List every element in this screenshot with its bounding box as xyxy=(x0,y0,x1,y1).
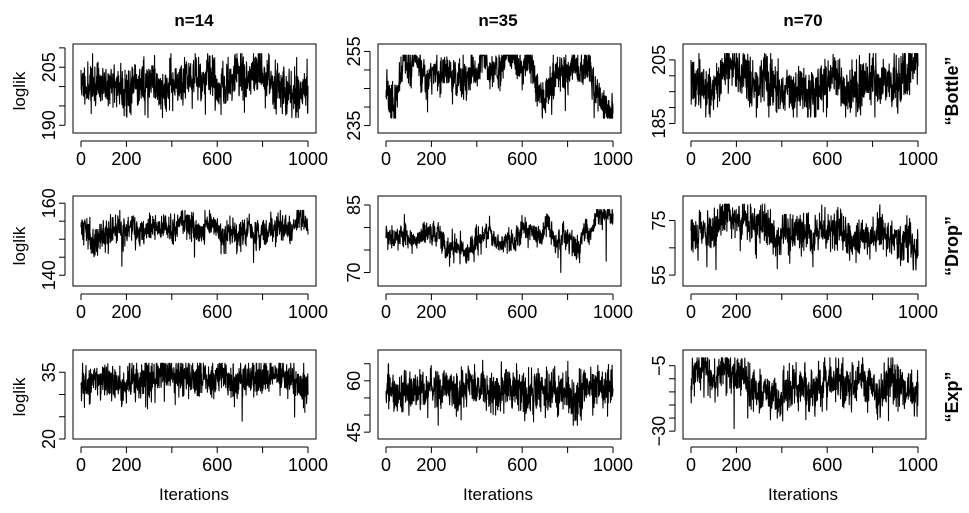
trace-panel: 0 200 600 1000 70 85 xyxy=(344,195,633,322)
y-axis-label: loglik xyxy=(10,226,29,265)
x-tick-label: 1000 xyxy=(593,302,633,322)
y-tick-label: 160 xyxy=(39,188,59,218)
x-tick-label: 600 xyxy=(812,455,842,475)
panel-frame xyxy=(377,43,622,134)
x-tick-label: 600 xyxy=(507,455,537,475)
trace-panel: 0 200 600 1000 185 205 xyxy=(649,43,938,169)
x-tick-label: 0 xyxy=(686,149,696,169)
panel-frame xyxy=(72,195,317,287)
panel-frame xyxy=(682,43,927,134)
x-tick-label: 200 xyxy=(416,455,446,475)
row-label: “Drop” xyxy=(942,216,962,276)
column-title: n=14 xyxy=(174,11,214,30)
panel-frame xyxy=(377,349,622,440)
x-tick-label: 200 xyxy=(721,302,751,322)
y-tick-label: 55 xyxy=(649,265,669,285)
y-tick-label: 35 xyxy=(39,362,59,382)
y-tick-label: 85 xyxy=(344,195,364,215)
x-tick-label: 200 xyxy=(416,149,446,169)
x-tick-label: 0 xyxy=(381,455,391,475)
trace-line xyxy=(385,208,614,274)
x-tick-label: 600 xyxy=(202,455,232,475)
x-tick-label: 0 xyxy=(76,302,86,322)
x-tick-label: 1000 xyxy=(898,455,938,475)
x-tick-label: 0 xyxy=(76,149,86,169)
x-tick-label: 200 xyxy=(721,149,751,169)
panel-frame xyxy=(72,349,317,440)
trace-line xyxy=(80,209,309,267)
trace-panel: 0 200 600 1000 20 35 xyxy=(39,349,328,475)
y-tick-label: 255 xyxy=(344,36,364,66)
trace-line xyxy=(80,362,309,422)
trace-panel: 0 200 600 1000 235 255 xyxy=(344,36,633,169)
x-tick-label: 600 xyxy=(812,302,842,322)
trace-line xyxy=(80,53,309,119)
x-axis-label: Iterations xyxy=(463,485,533,504)
x-tick-label: 0 xyxy=(686,302,696,322)
panel-frame xyxy=(682,195,927,287)
y-tick-label: 70 xyxy=(344,262,364,282)
x-tick-label: 0 xyxy=(76,455,86,475)
x-tick-label: 600 xyxy=(507,149,537,169)
x-axis-label: Iterations xyxy=(768,485,838,504)
x-tick-label: 600 xyxy=(812,149,842,169)
y-axis-label: loglik xyxy=(10,71,29,110)
x-tick-label: 200 xyxy=(111,149,141,169)
trace-panel: 0 200 600 1000 45 60 xyxy=(344,349,633,475)
y-axis-label: loglik xyxy=(10,377,29,416)
x-tick-label: 600 xyxy=(202,149,232,169)
y-tick-label: 20 xyxy=(39,429,59,449)
x-tick-label: 1000 xyxy=(288,302,328,322)
row-label: “Bottle” xyxy=(942,57,962,126)
y-tick-label: −30 xyxy=(649,416,669,447)
y-tick-label: −5 xyxy=(649,355,669,376)
x-tick-label: 0 xyxy=(686,455,696,475)
y-tick-label: 205 xyxy=(649,45,669,75)
trace-panel: 0 200 600 1000 190 205 xyxy=(39,43,328,169)
column-title: n=35 xyxy=(478,11,517,30)
x-tick-label: 600 xyxy=(507,302,537,322)
y-tick-label: 75 xyxy=(649,211,669,231)
x-tick-label: 600 xyxy=(202,302,232,322)
x-tick-label: 200 xyxy=(111,302,141,322)
y-tick-label: 60 xyxy=(344,371,364,391)
column-title: n=70 xyxy=(783,11,822,30)
trace-line xyxy=(385,359,614,426)
panel-frame xyxy=(72,43,317,134)
trace-panel: 0 200 600 1000 140 160 xyxy=(39,188,328,322)
x-tick-label: 1000 xyxy=(898,149,938,169)
trace-line xyxy=(690,203,919,271)
x-tick-label: 1000 xyxy=(593,149,633,169)
y-tick-label: 235 xyxy=(344,111,364,141)
y-tick-label: 140 xyxy=(39,260,59,290)
x-tick-label: 200 xyxy=(111,455,141,475)
x-tick-label: 0 xyxy=(381,302,391,322)
trace-panel: 0 200 600 1000 −30 −5 xyxy=(649,349,938,475)
trace-line xyxy=(690,357,919,430)
x-tick-label: 200 xyxy=(416,302,446,322)
y-tick-label: 190 xyxy=(39,110,59,140)
x-axis-label: Iterations xyxy=(159,485,229,504)
x-tick-label: 0 xyxy=(381,149,391,169)
x-tick-label: 200 xyxy=(721,455,751,475)
x-tick-label: 1000 xyxy=(593,455,633,475)
x-tick-label: 1000 xyxy=(288,455,328,475)
row-label: “Exp” xyxy=(942,371,962,422)
trace-line xyxy=(385,54,614,119)
trace-line xyxy=(690,52,919,118)
x-tick-label: 1000 xyxy=(288,149,328,169)
panel-frame xyxy=(377,195,622,287)
y-tick-label: 185 xyxy=(649,108,669,138)
y-tick-label: 205 xyxy=(39,52,59,82)
trace-panel: 0 200 600 1000 55 75 xyxy=(649,195,938,322)
y-tick-label: 45 xyxy=(344,422,364,442)
x-tick-label: 1000 xyxy=(898,302,938,322)
panel-frame xyxy=(682,349,927,440)
